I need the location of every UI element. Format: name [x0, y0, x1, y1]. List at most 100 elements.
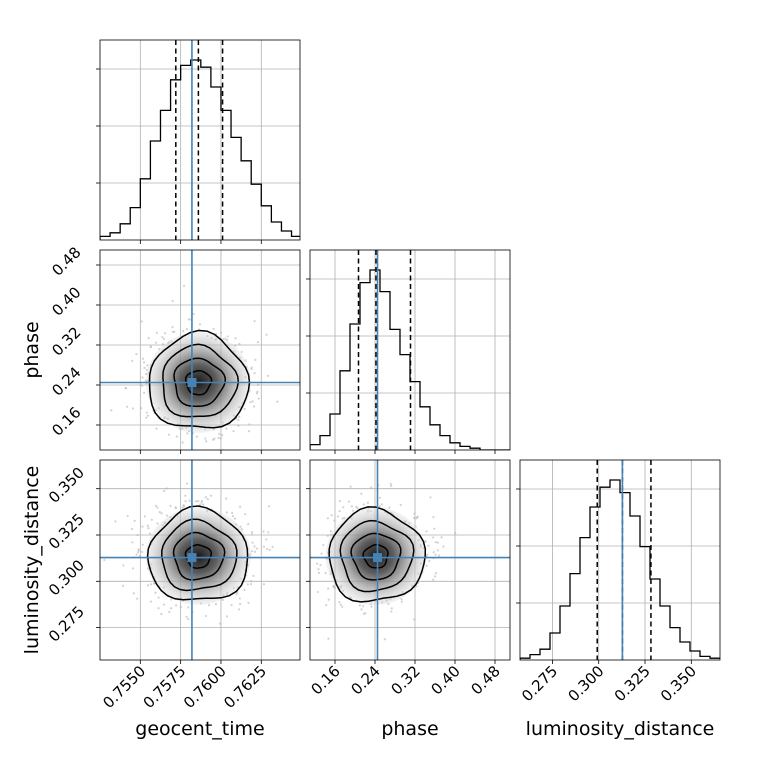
xtick-label-phase-2: 0.32: [387, 662, 423, 698]
scatter-point: [214, 602, 218, 606]
scatter-point: [157, 607, 160, 610]
scatter-point: [378, 505, 382, 508]
scatter-point: [188, 499, 191, 502]
scatter-point: [327, 598, 330, 601]
scatter-point: [390, 484, 393, 488]
scatter-point: [169, 504, 172, 508]
scatter-point: [247, 430, 251, 433]
xtick-label-geocent_time-1: 0.7575: [140, 662, 190, 712]
scatter-point: [130, 527, 134, 531]
scatter-point: [161, 343, 165, 346]
scatter-point: [225, 427, 228, 430]
scatter-point: [390, 607, 393, 610]
scatter-point: [202, 503, 205, 506]
scatter-point: [160, 612, 163, 616]
scatter-point: [146, 364, 149, 367]
scatter-point: [237, 424, 240, 427]
scatter-point: [276, 400, 279, 403]
scatter-point: [204, 614, 208, 618]
xtick-label-geocent_time-2: 0.7600: [180, 662, 230, 712]
scatter-point: [219, 437, 222, 440]
scatter-point: [250, 366, 253, 369]
scatter-point: [171, 300, 174, 303]
scatter-point: [358, 604, 362, 607]
scatter-point: [103, 558, 106, 562]
contour-level-1: [161, 518, 238, 592]
y-axis-label-luminosity-distance: luminosity_distance: [21, 466, 43, 655]
scatter-point: [213, 437, 216, 440]
scatter-point: [231, 515, 235, 518]
scatter-point: [362, 503, 365, 506]
scatter-point: [233, 517, 237, 520]
scatter-point: [132, 592, 135, 595]
scatter-point: [141, 357, 145, 360]
scatter-point: [198, 323, 202, 326]
scatter-point: [268, 548, 271, 552]
contour-level-2: [350, 532, 402, 581]
scatter-point: [253, 550, 257, 553]
scatter-point: [148, 532, 152, 535]
scatter-point: [122, 584, 125, 587]
scatter-point: [389, 482, 392, 486]
scatter-point: [252, 574, 255, 577]
scatter-point: [330, 514, 333, 517]
scatter-point: [181, 441, 184, 444]
scatter-point: [135, 553, 138, 556]
hist-steps-luminosity_distance: [520, 479, 720, 660]
scatter-point: [412, 516, 416, 520]
scatter-point: [231, 511, 234, 515]
scatter-point: [147, 527, 150, 530]
scatter-point: [219, 331, 223, 334]
hist-panel-phase: [306, 249, 511, 454]
scatter-point: [266, 374, 269, 377]
scatter-point: [145, 411, 148, 414]
scatter-point: [182, 330, 185, 333]
scatter-point: [179, 605, 182, 609]
scatter-point: [327, 587, 330, 590]
scatter-point: [226, 335, 229, 338]
scatter-point: [234, 337, 237, 340]
hist-steps-geocent_time: [100, 59, 300, 240]
panel-content: [100, 250, 300, 450]
scatter-point: [160, 512, 163, 515]
scatter-point: [322, 543, 325, 547]
scatter-point: [238, 342, 241, 346]
scatter-point: [434, 572, 438, 575]
scatter-point: [136, 551, 140, 554]
scatter-point: [162, 337, 166, 341]
scatter-point: [150, 518, 153, 521]
scatter-point: [262, 545, 266, 548]
ytick-label-luminosity_distance-0: 0.275: [45, 603, 88, 646]
scatter-point: [199, 503, 202, 506]
scatter-point: [141, 550, 144, 553]
xtick-label-luminosity_distance-3: 0.350: [657, 662, 700, 705]
scatter-point: [238, 597, 241, 600]
scatter-point: [428, 559, 431, 563]
xtick-label-luminosity_distance-1: 0.300: [564, 662, 607, 705]
scatter-point: [338, 499, 341, 503]
scatter-point: [304, 576, 306, 578]
scatter-point: [135, 352, 138, 356]
scatter-point: [126, 405, 129, 408]
contour-level-0: [146, 505, 249, 601]
scatter-point: [250, 531, 254, 534]
scatter-point: [262, 583, 266, 586]
scatter-point: [122, 564, 125, 567]
scatter-point: [161, 335, 164, 339]
scatter-point: [266, 547, 269, 551]
scatter-point: [336, 515, 340, 518]
scatter-point: [137, 548, 140, 551]
scatter-point: [147, 337, 150, 340]
scatter-point: [174, 604, 178, 607]
scatter-point: [250, 550, 254, 553]
scatter-point: [131, 567, 135, 570]
panels-layer: 0.160.240.320.400.480.2750.3000.3250.350…: [45, 39, 721, 712]
scatter-point: [320, 552, 323, 555]
scatter-point: [165, 514, 169, 517]
scatter-point: [378, 496, 382, 499]
scatter-point: [243, 588, 246, 592]
scatter-point: [253, 319, 256, 323]
scatter-point: [316, 590, 319, 594]
truth-marker: [373, 553, 382, 563]
